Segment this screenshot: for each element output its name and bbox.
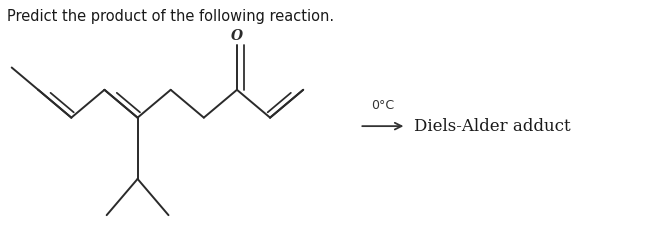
Text: Diels-Alder adduct: Diels-Alder adduct [415, 118, 571, 135]
Text: O: O [231, 29, 243, 43]
Text: 0°C: 0°C [372, 98, 394, 112]
Text: Predict the product of the following reaction.: Predict the product of the following rea… [7, 9, 334, 24]
